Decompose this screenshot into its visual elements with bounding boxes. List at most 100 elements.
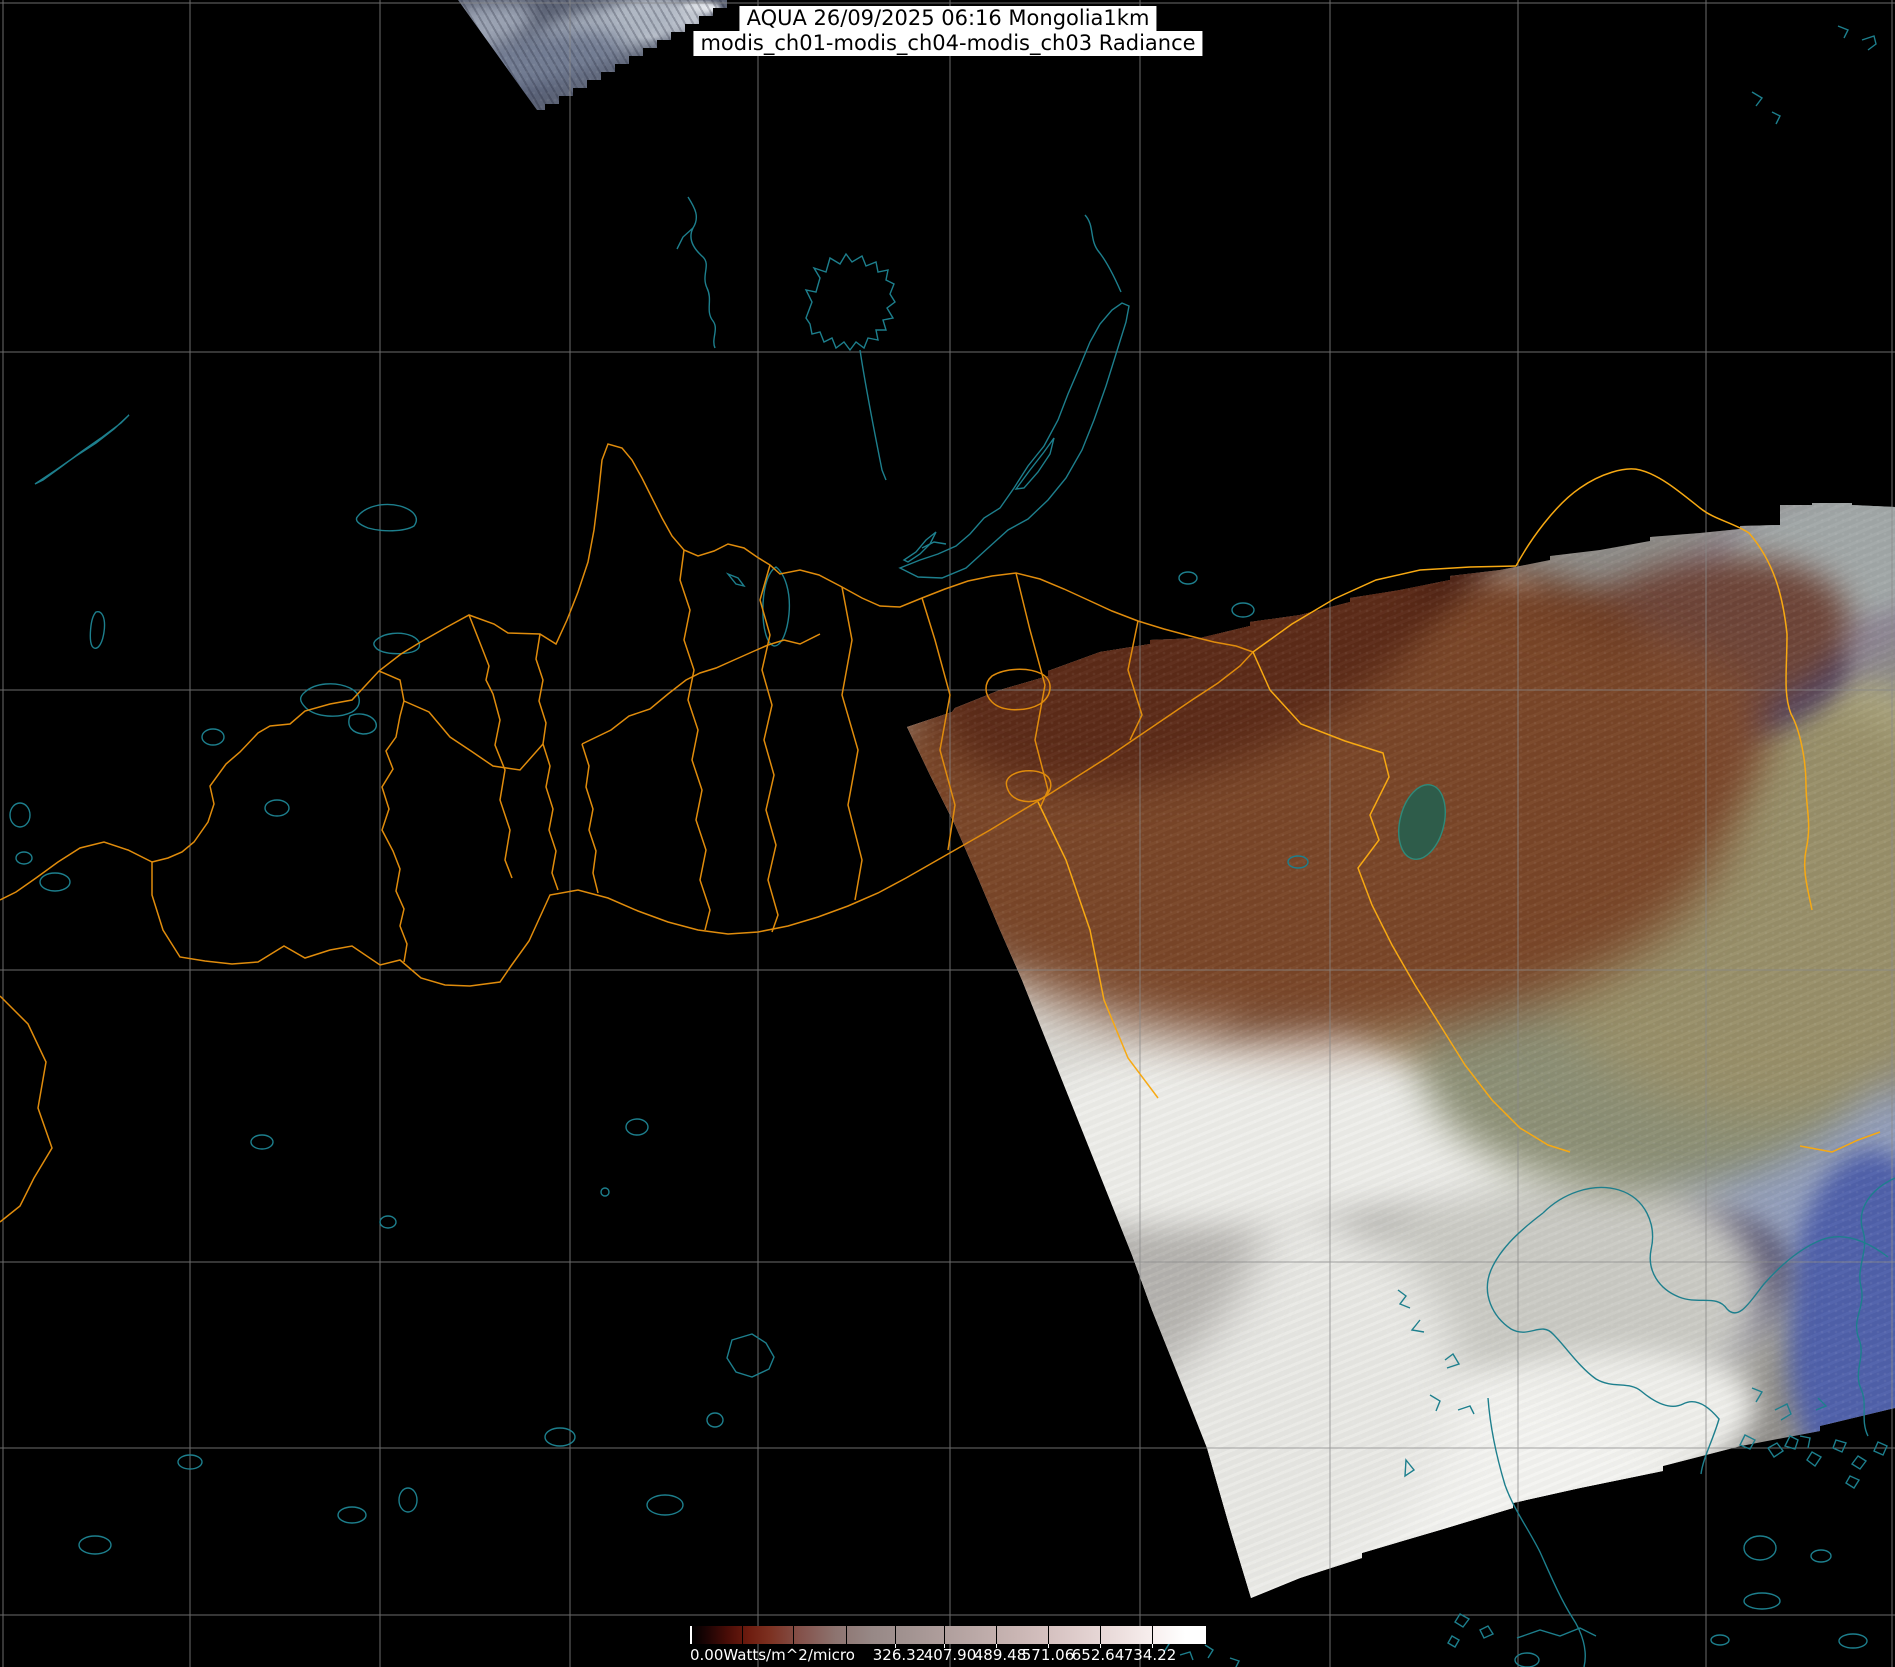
aimag-border (1015, 572, 1049, 809)
lake-baikal-outline (898, 302, 1130, 579)
border-far-west (0, 995, 53, 1223)
khyargas-nuur (373, 632, 421, 655)
island (1810, 1549, 1832, 1563)
colorbar-tick (1152, 1644, 1153, 1648)
river-branch (676, 227, 694, 250)
jiangsu-coast (1487, 1397, 1586, 1667)
small-lake (78, 1535, 112, 1555)
yangtze-estuary (1516, 1627, 1597, 1639)
small-lake (15, 851, 33, 865)
coast-noise (1751, 25, 1877, 125)
small-lake (250, 1134, 274, 1150)
small-lake (337, 1506, 367, 1524)
colorbar-labels: 0.00Watts/m^2/micro 326.32 407.90 489.48… (690, 1646, 1204, 1664)
border-southeast (1252, 651, 1571, 1153)
aimag-enclave (985, 668, 1051, 711)
coast-noise (1159, 1639, 1240, 1667)
colorbar: 0.00Watts/m^2/micro 326.32 407.90 489.48… (690, 1626, 1206, 1664)
colorbar-divider (846, 1626, 847, 1644)
colorbar-divider (1152, 1626, 1153, 1644)
coast-noise (1397, 1289, 1475, 1415)
aimag-border (581, 743, 599, 894)
colorbar-tick (895, 1644, 896, 1648)
island (1743, 1592, 1781, 1610)
small-lake (1231, 602, 1255, 618)
small-lake (706, 1412, 724, 1428)
small-lake (9, 802, 31, 828)
aimag-border (535, 633, 559, 891)
colorbar-tick (944, 1644, 945, 1648)
chongming-island (1514, 1652, 1540, 1667)
colorbar-tick (1100, 1644, 1101, 1648)
korea-west-coast (1855, 1177, 1895, 1437)
island-cluster (1739, 1434, 1888, 1489)
mongolia-outer-border (151, 443, 1255, 987)
small-lake (398, 1487, 418, 1513)
har-nuur (348, 713, 377, 735)
lake-outline (726, 1333, 775, 1378)
aimag-border (1127, 620, 1143, 741)
west-lake-sliver (89, 611, 106, 649)
angara-river (859, 349, 887, 481)
colorbar-divider (996, 1626, 997, 1644)
aimag-border (468, 614, 513, 879)
achit-nuur (201, 728, 225, 746)
small-lake (1287, 855, 1309, 869)
upper-angara-river (1084, 214, 1122, 293)
island-bits (1447, 1613, 1495, 1648)
colorbar-divider (944, 1626, 945, 1644)
small-lake (177, 1454, 203, 1470)
country-borders (0, 443, 1881, 1223)
small-squiggle (902, 531, 937, 563)
colorbar-tick-label: 326.32 (872, 1646, 926, 1664)
bohai-coastline (1542, 1186, 1889, 1314)
bratsk-reservoir (804, 252, 896, 352)
title-box: AQUA 26/09/2025 06:16 Mongolia1km modis_… (693, 6, 1203, 56)
aimag-border (841, 586, 863, 901)
aimag-border (581, 633, 821, 745)
aimag-border (378, 670, 408, 963)
small-lake (264, 799, 290, 817)
coast-noise (1751, 1387, 1828, 1449)
uvs-nuur (355, 503, 418, 532)
colorbar-tick (1048, 1644, 1049, 1648)
colorbar-tick-label: 571.06 (1021, 1646, 1075, 1664)
tiny-lake (725, 572, 746, 588)
lake-khovsgol (762, 566, 791, 647)
coastlines (9, 25, 1895, 1667)
small-lake (625, 1118, 649, 1136)
colorbar-tick-label: 734.22 (1123, 1646, 1177, 1664)
river-squiggle (687, 196, 716, 349)
aimag-border (759, 564, 779, 933)
island (1710, 1634, 1730, 1646)
colorbar-divider (895, 1626, 896, 1644)
colorbar-divider (1048, 1626, 1049, 1644)
nw-lake-sliver (34, 414, 130, 485)
colorbar-tick (996, 1644, 997, 1648)
island (1838, 1633, 1868, 1649)
colorbar-divider (742, 1626, 743, 1644)
olkhon-island (1014, 437, 1055, 490)
colorbar-gradient (690, 1626, 1206, 1648)
tiny-lake-on-swath (1404, 1458, 1416, 1478)
small-lake (39, 872, 71, 892)
border-northeast (1252, 565, 1517, 653)
aimag-border (679, 549, 711, 931)
colorbar-divider (793, 1626, 794, 1644)
colorbar-tick-label: 489.48 (973, 1646, 1027, 1664)
inner-mongolia-border (1037, 801, 1159, 1099)
shandong-coastline (1486, 1212, 1720, 1475)
title-line-1: AQUA 26/09/2025 06:16 Mongolia1km (739, 6, 1157, 31)
irkutsk-shore (921, 541, 947, 549)
small-lake (379, 1215, 397, 1229)
border-west (0, 841, 153, 901)
hulun-nuur (1398, 784, 1446, 860)
island (1743, 1535, 1777, 1561)
colorbar-divider (1100, 1626, 1101, 1644)
aimag-border (921, 597, 956, 851)
aimag-enclave (1005, 770, 1052, 803)
title-line-2: modis_ch01-modis_ch04-modis_ch03 Radianc… (693, 31, 1203, 56)
colorbar-unit-label: 0.00Watts/m^2/micro (690, 1646, 855, 1664)
